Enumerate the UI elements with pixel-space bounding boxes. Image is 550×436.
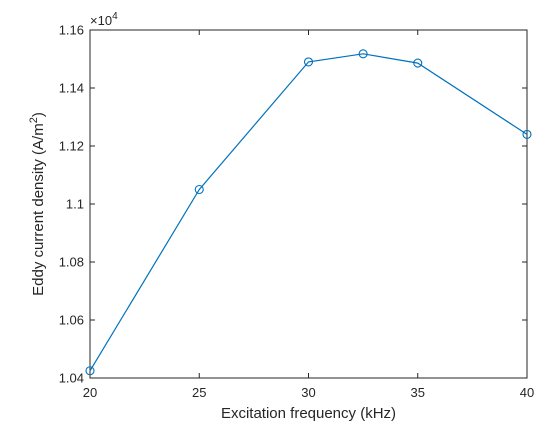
x-axis-label: Excitation frequency (kHz)	[221, 405, 396, 422]
data-point	[85, 366, 95, 376]
y-axis-label-close: )	[30, 112, 47, 117]
data-point	[413, 58, 423, 68]
data-point	[303, 57, 314, 67]
y-axis-multiplier: ×104	[90, 11, 118, 28]
y-tick-label: 1.16	[59, 23, 84, 38]
y-axis-label-text: Eddy current density (A/m	[30, 123, 47, 296]
x-tick-label: 25	[192, 385, 206, 400]
y-axis-multiplier-exponent: 4	[112, 11, 118, 22]
y-axis-ticks: 1.04 1.06 1.08 1.1 1.12 1.14 1.16	[59, 23, 527, 386]
data-point	[522, 129, 532, 139]
data-point	[194, 184, 204, 195]
y-axis-label: Eddy current density (A/m2)	[28, 112, 47, 296]
series-layer	[85, 49, 532, 376]
x-tick-label: 40	[520, 385, 534, 400]
plot-area	[89, 29, 528, 379]
x-axis-ticks: 20 25 30 35 40	[83, 30, 534, 400]
data-point	[358, 49, 368, 59]
y-tick-label: 1.14	[59, 81, 84, 96]
y-tick-label: 1.06	[59, 313, 84, 328]
y-axis-label-superscript: 2	[28, 117, 40, 123]
y-axis-multiplier-base: ×10	[90, 13, 112, 28]
x-tick-label: 20	[83, 385, 97, 400]
x-tick-label: 30	[301, 385, 315, 400]
y-tick-label: 1.12	[59, 139, 84, 154]
y-tick-label: 1.08	[59, 255, 84, 270]
y-tick-label: 1.1	[66, 197, 84, 212]
x-tick-label: 35	[411, 385, 425, 400]
series-line	[89, 53, 528, 372]
y-tick-label: 1.04	[59, 371, 84, 386]
